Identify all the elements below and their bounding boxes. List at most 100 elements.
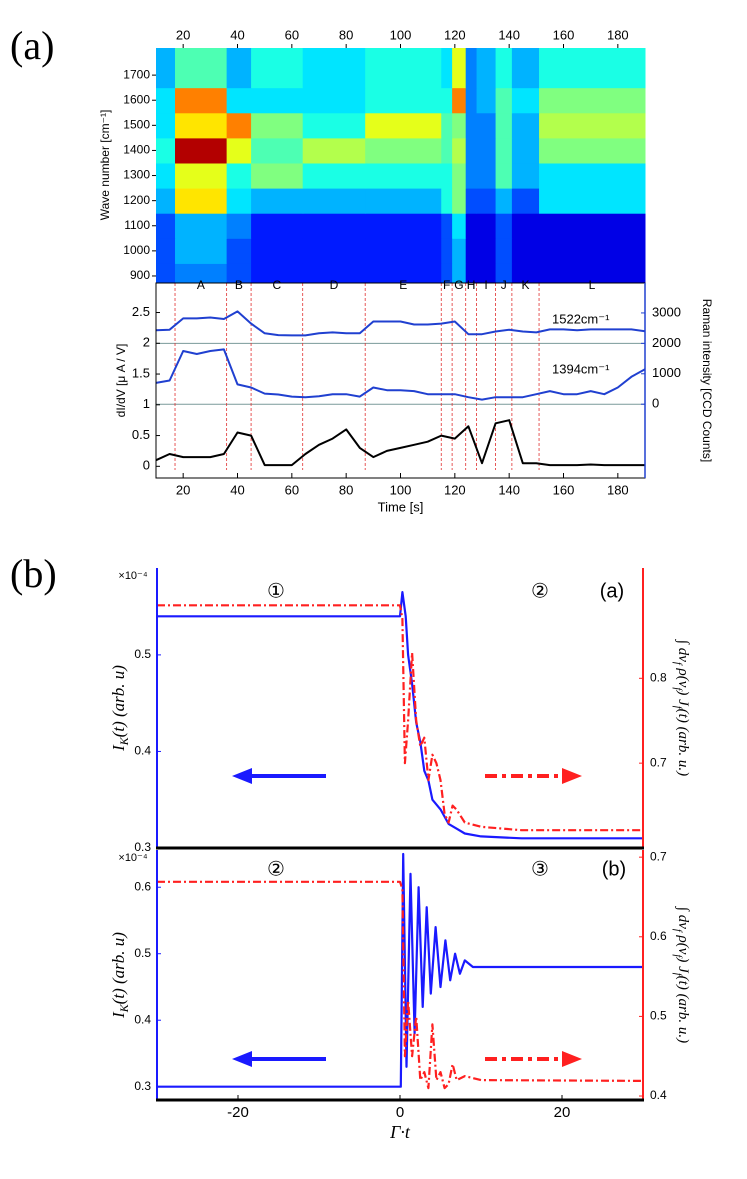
x-tick-label: 180 xyxy=(607,27,629,42)
heat-cell xyxy=(495,162,513,189)
heat-cell xyxy=(511,238,540,264)
y2-axis-label-part: (t) (arb. u.) xyxy=(675,976,691,1044)
heat-cell xyxy=(452,238,467,264)
y2-tick-label: 0.6 xyxy=(650,929,667,943)
heat-cell xyxy=(441,87,453,114)
heat-cell xyxy=(539,162,646,189)
x-tick-label: 0 xyxy=(396,1104,404,1121)
segment-label: K xyxy=(521,278,529,292)
segment-label: C xyxy=(273,278,282,292)
heat-cell xyxy=(495,87,513,114)
heat-cell xyxy=(511,87,540,114)
heat-cell xyxy=(476,48,497,89)
heat-cell xyxy=(175,263,228,283)
heat-cell xyxy=(251,137,304,164)
x-tick-label: 80 xyxy=(339,27,353,42)
heat-cell xyxy=(226,87,252,114)
heat-cell xyxy=(175,137,228,164)
panel-label: (b) xyxy=(10,551,57,596)
y-tick-label: 1100 xyxy=(124,218,150,232)
y2-tick-label: 1000 xyxy=(652,365,681,380)
y2-axis-label-part: ) J xyxy=(675,956,691,974)
x-axis-label: Γ·t xyxy=(389,1122,411,1142)
y2-tick-label: 0.4 xyxy=(650,1088,667,1102)
heat-cell xyxy=(476,263,497,283)
y2-tick-label: 0.5 xyxy=(650,1009,667,1023)
heat-cell xyxy=(511,188,540,214)
heat-cell xyxy=(302,87,366,114)
heat-cell xyxy=(441,238,453,264)
heat-cell xyxy=(302,263,366,283)
y-axis-label: IK(t) (arb. u) xyxy=(109,665,131,752)
annotation: ① xyxy=(267,580,285,602)
heat-cell xyxy=(175,87,228,114)
heat-cell xyxy=(365,188,442,214)
heat-cell xyxy=(495,48,513,89)
segment-label: B xyxy=(235,278,243,292)
x-tick-label: 20 xyxy=(554,1104,571,1121)
heat-cell xyxy=(302,112,366,139)
x-tick-label: 60 xyxy=(285,482,299,497)
heat-cell xyxy=(476,188,497,214)
y2-axis-label: ∫ dνf ρ(νf) Jf(t) (arb. u.) xyxy=(672,906,691,1043)
y-multiplier: ×10⁻⁴ xyxy=(118,852,147,864)
heat-cell xyxy=(465,238,478,264)
heat-cell xyxy=(511,263,540,283)
heat-cell xyxy=(495,112,513,139)
heat-cell xyxy=(441,48,453,89)
y2-axis-label-part: f xyxy=(672,973,683,978)
heat-cell xyxy=(465,213,478,239)
segment-label: G xyxy=(454,278,463,292)
heat-cell xyxy=(476,162,497,189)
y-tick-label: 1400 xyxy=(123,143,150,157)
y2-axis-label-part: ∫ dν xyxy=(675,639,691,662)
y-axis-label: dI/dV [μ A / V] xyxy=(114,344,128,418)
y-tick-label: 2 xyxy=(143,335,150,350)
series-line xyxy=(157,604,643,832)
x-tick-label: 60 xyxy=(285,27,299,42)
heat-cell xyxy=(452,48,467,89)
series-line xyxy=(157,591,643,840)
y2-axis-label-part: ∫ dν xyxy=(675,906,691,929)
series-label: 1394cm⁻¹ xyxy=(552,361,610,376)
y-tick-label: 0.3 xyxy=(134,1079,151,1093)
x-tick-label: 40 xyxy=(230,27,244,42)
segment-label: F xyxy=(443,278,450,292)
y2-axis-label-part: f xyxy=(672,954,683,959)
heat-cell xyxy=(251,263,304,283)
y2-axis-label: Raman intensity [CCD Counts] xyxy=(700,299,714,462)
y-tick-label: 1700 xyxy=(123,67,150,81)
y2-tick-label: 2000 xyxy=(652,335,681,350)
y-tick-label: 1000 xyxy=(123,243,150,257)
x-tick-label: 140 xyxy=(498,27,520,42)
y-axis-label: IK(t) (arb. u) xyxy=(109,932,131,1019)
heat-cell xyxy=(302,48,366,89)
heat-cell xyxy=(539,263,646,283)
heat-cell xyxy=(175,238,228,264)
y-tick-label: 0.4 xyxy=(134,1012,151,1026)
heat-cell xyxy=(441,213,453,239)
y2-axis-label-part: (t) (arb. u.) xyxy=(675,709,691,777)
heat-cell xyxy=(365,263,442,283)
heat-cell xyxy=(452,213,467,239)
y-tick-label: 1300 xyxy=(123,168,150,182)
y2-axis-label-part: ρ(ν xyxy=(675,932,691,955)
heat-cell xyxy=(175,48,228,89)
arrow-head xyxy=(232,768,252,784)
heat-cell xyxy=(365,112,442,139)
heat-cell xyxy=(302,238,366,264)
y-tick-label: 0.5 xyxy=(134,647,151,661)
heat-cell xyxy=(441,188,453,214)
heat-cell xyxy=(302,162,366,189)
x-tick-label: -20 xyxy=(227,1104,249,1121)
heat-cell xyxy=(476,238,497,264)
y2-tick-label: 0 xyxy=(652,396,659,411)
y-tick-label: 0.4 xyxy=(134,744,151,758)
y-tick-label: 900 xyxy=(130,268,150,282)
y-tick-label: 1600 xyxy=(123,92,150,106)
y2-axis-label-part: ρ(ν xyxy=(675,665,691,688)
heat-cell xyxy=(251,48,304,89)
y-axis-label-part: K xyxy=(117,1003,131,1013)
heat-cell xyxy=(476,87,497,114)
